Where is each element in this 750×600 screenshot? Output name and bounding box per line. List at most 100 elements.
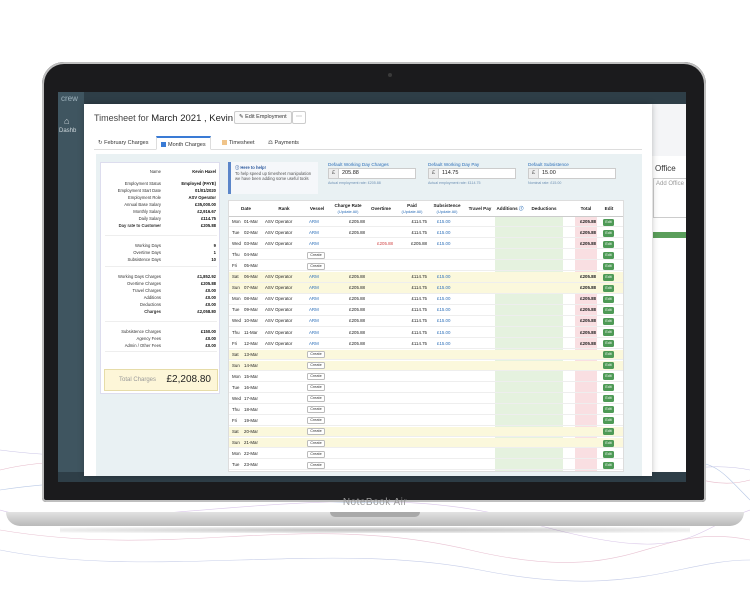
edit-button[interactable]: Edit (603, 362, 614, 370)
office-save-button[interactable] (653, 232, 686, 238)
edit-button[interactable]: Edit (603, 406, 614, 414)
summary-divider (105, 266, 217, 267)
background-app-topbar (58, 92, 686, 104)
create-button[interactable]: Create (307, 251, 325, 259)
create-button[interactable]: Create (307, 439, 325, 447)
summary-key: Daily Salary (138, 216, 161, 221)
edit-button[interactable]: Edit (603, 439, 614, 447)
table-row: Fri 12-Mar ASV Operator ARM £205.88 £114.75 £1… (229, 339, 623, 349)
update-all-paid-link[interactable]: (Update All) (401, 208, 423, 214)
summary-value: 9 (213, 243, 216, 248)
office-input[interactable]: Add Office (653, 178, 686, 218)
row-vessel-link[interactable]: ARM (309, 318, 319, 324)
row-charge-rate: £205.88 (349, 285, 365, 291)
summary-key: Subsistence Charges (121, 329, 161, 334)
create-button[interactable]: Create (307, 384, 325, 392)
table-row: Thu 04-Mar Create Edit (229, 250, 623, 261)
edit-button[interactable]: Edit (603, 351, 614, 359)
create-button[interactable]: Create (307, 373, 325, 381)
update-all-charge-rate-link[interactable]: (Update All) (337, 208, 359, 214)
tab-month-charges[interactable]: Month Charges (156, 136, 211, 150)
summary-key: Employment Status (124, 181, 161, 186)
row-subsistence: £15.00 (437, 318, 451, 324)
default-subsistence-input[interactable]: £15.00 (528, 168, 616, 179)
row-vessel-link[interactable]: ARM (309, 274, 319, 280)
summary-key: Overtime Days (133, 250, 161, 255)
edit-button[interactable]: Edit (603, 284, 614, 292)
create-button[interactable]: Create (307, 428, 325, 436)
row-vessel-link[interactable]: ARM (309, 241, 319, 247)
edit-button[interactable]: Edit (603, 450, 614, 458)
row-vessel-link[interactable]: ARM (309, 219, 319, 224)
more-options-button[interactable]: ⋯ (292, 111, 306, 124)
rotate-icon: ↻ (98, 140, 105, 146)
create-button[interactable]: Create (307, 406, 325, 414)
default-working-day-charges-input[interactable]: £205.88 (328, 168, 416, 179)
header-additions: Additions ⓘ (495, 201, 525, 217)
row-day: Tue (232, 384, 240, 390)
row-vessel-link[interactable]: ARM (309, 329, 319, 335)
create-button[interactable]: Create (307, 450, 325, 458)
row-vessel-link[interactable]: ARM (309, 285, 319, 291)
timesheet-icon (222, 139, 227, 145)
header-deductions: Deductions (531, 206, 557, 211)
table-row: Fri 05-Mar Create Edit (229, 261, 623, 272)
edit-button[interactable]: Edit (603, 340, 614, 348)
tab-payments[interactable]: ⚖ Payments (264, 136, 303, 150)
row-day: Fri (232, 417, 238, 423)
create-button[interactable]: Create (307, 461, 325, 469)
edit-button[interactable]: Edit (603, 329, 614, 336)
edit-button[interactable]: Edit (603, 240, 614, 248)
edit-button[interactable]: Edit (603, 295, 614, 303)
edit-button[interactable]: Edit (603, 317, 614, 325)
edit-button[interactable]: Edit (603, 395, 614, 403)
default-working-day-pay-input[interactable]: £114.75 (428, 168, 516, 179)
create-button[interactable]: Create (307, 417, 325, 425)
tab-timesheet[interactable]: Timesheet (218, 136, 258, 150)
summary-divider (105, 235, 217, 236)
currency-symbol: £ (529, 169, 539, 178)
create-button[interactable]: Create (307, 351, 325, 359)
create-button[interactable]: Create (307, 395, 325, 403)
help-title: ⓘ Here to help! (235, 165, 314, 171)
summary-row: Subsistence Charges £150.00 (101, 328, 221, 335)
row-overtime (367, 283, 393, 293)
month-icon (161, 141, 166, 147)
update-all-subsistence-link[interactable]: (Update All) (436, 208, 458, 214)
summary-key: Deductions (140, 302, 161, 307)
row-day: Sat (232, 428, 239, 434)
payments-icon: ⚖ (268, 140, 275, 146)
edit-employment-button[interactable]: ✎ Edit Employment (234, 111, 292, 124)
row-overtime (367, 316, 393, 326)
edit-button[interactable]: Edit (603, 229, 614, 237)
info-icon[interactable]: ⓘ (518, 206, 524, 211)
summary-value: 10 (211, 257, 216, 262)
edit-button[interactable]: Edit (603, 262, 614, 270)
row-vessel-link[interactable]: ARM (309, 340, 319, 346)
row-vessel-link[interactable]: ARM (309, 307, 319, 313)
tab-february-charges[interactable]: ↻ February Charges (94, 136, 152, 150)
edit-button[interactable]: Edit (603, 306, 614, 314)
home-icon[interactable]: ⌂ (64, 116, 70, 126)
row-vessel-link[interactable]: ARM (309, 296, 319, 302)
row-date: 12-Mar (244, 340, 258, 346)
summary-key: Admin / Other Fees (124, 343, 161, 348)
laptop-base-notch (330, 512, 420, 517)
create-button[interactable]: Create (307, 262, 325, 270)
create-button[interactable]: Create (307, 362, 325, 370)
row-vessel-link[interactable]: ARM (309, 230, 319, 236)
edit-button[interactable]: Edit (603, 273, 614, 281)
summary-key: Travel Charges (132, 288, 161, 293)
modal-title: Timesheet for March 2021 , Kevin Haxel (94, 113, 260, 124)
edit-button[interactable]: Edit (603, 218, 614, 226)
edit-button[interactable]: Edit (603, 384, 614, 392)
edit-button[interactable]: Edit (603, 251, 614, 259)
row-paid: £205.88 (411, 241, 427, 247)
edit-button[interactable]: Edit (603, 417, 614, 425)
edit-button[interactable]: Edit (603, 428, 614, 436)
summary-key: Additions (143, 295, 161, 300)
summary-key: Charges (144, 309, 161, 314)
edit-button[interactable]: Edit (603, 461, 614, 469)
row-subsistence: £15.00 (437, 296, 451, 302)
edit-button[interactable]: Edit (603, 373, 614, 381)
